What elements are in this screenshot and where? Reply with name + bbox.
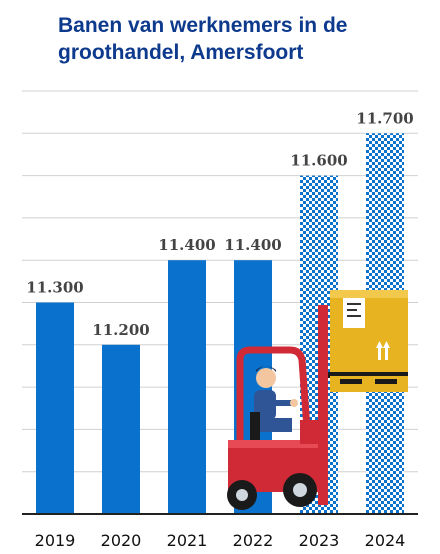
x-tick-label-2021: 2021 xyxy=(167,531,208,550)
value-label-2019: 11.300 xyxy=(26,279,83,297)
bar-2019 xyxy=(36,302,74,514)
x-axis-labels: 2019 2020 2021 2022 2023 2024 xyxy=(35,531,406,550)
x-tick-label-2019: 2019 xyxy=(35,531,76,550)
x-tick-label-2023: 2023 xyxy=(299,531,340,550)
forklift-icon xyxy=(227,290,408,510)
value-label-2023: 11.600 xyxy=(290,152,347,170)
x-tick-label-2024: 2024 xyxy=(365,531,406,550)
value-label-2024: 11.700 xyxy=(356,109,413,127)
bar-2021 xyxy=(168,260,206,514)
value-label-2021: 11.400 xyxy=(158,236,215,254)
value-labels: 11.300 11.200 11.400 11.400 11.600 11.700 xyxy=(26,109,413,338)
x-tick-label-2020: 2020 xyxy=(101,531,142,550)
value-label-2022: 11.400 xyxy=(224,236,281,254)
x-tick-label-2022: 2022 xyxy=(233,531,274,550)
chart-title: Banen van werknemers in de groothandel, … xyxy=(58,14,348,64)
value-label-2020: 11.200 xyxy=(92,321,149,339)
gridlines xyxy=(22,90,418,473)
bar-2020 xyxy=(102,344,140,514)
